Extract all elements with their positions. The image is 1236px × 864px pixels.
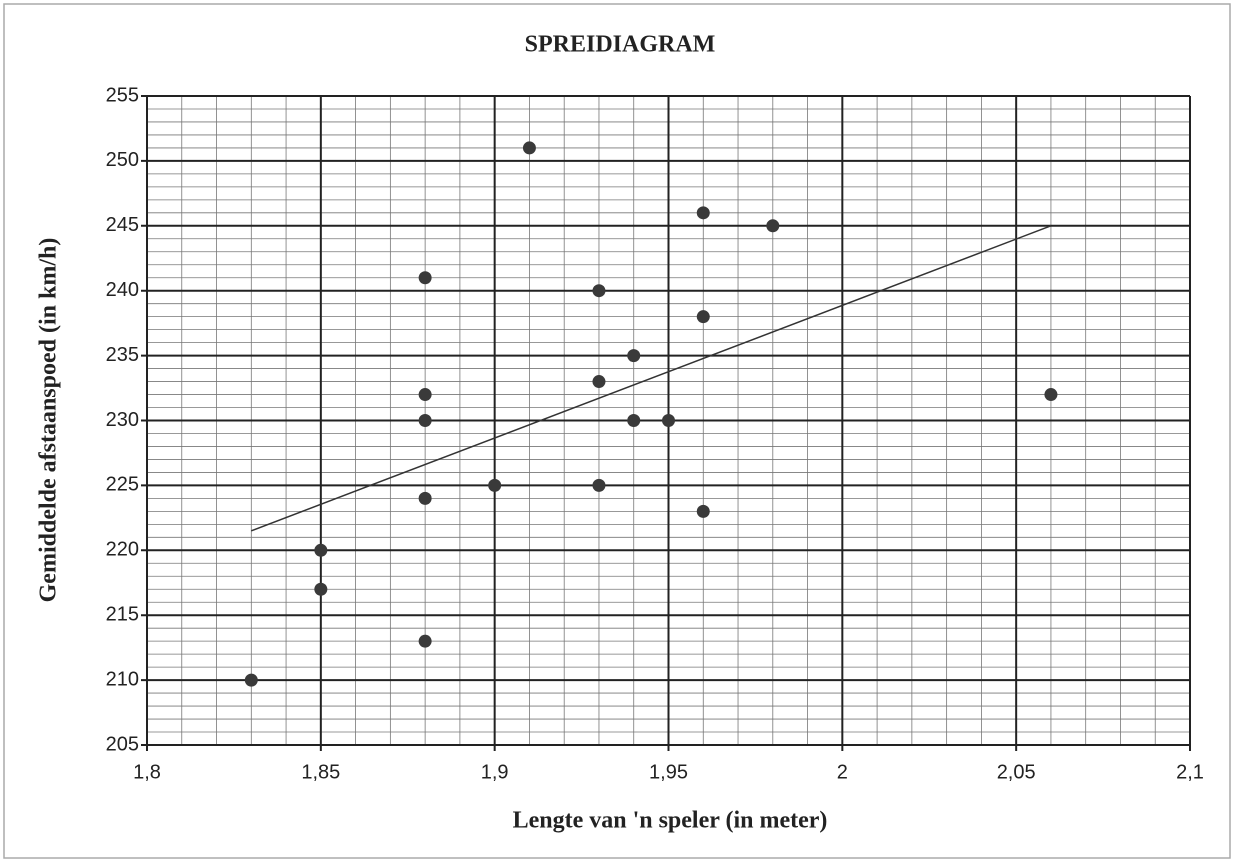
- y-tick-label: 210: [106, 668, 139, 690]
- y-axis-label: Gemiddelde afstaanspoed (in km/h): [36, 238, 62, 603]
- point: [627, 349, 641, 363]
- y-tick-label: 230: [106, 409, 139, 431]
- x-tick-label: 2: [837, 761, 848, 783]
- x-tick-label: 2,1: [1176, 761, 1204, 783]
- point: [522, 141, 536, 155]
- point: [314, 543, 328, 557]
- point: [592, 284, 606, 298]
- y-tick-label: 235: [106, 344, 139, 366]
- y-tick-label: 225: [106, 474, 139, 496]
- y-tick-label: 220: [106, 539, 139, 561]
- trendline: [251, 225, 1052, 532]
- x-tick-label: 1,95: [649, 761, 688, 783]
- point: [314, 582, 328, 596]
- point: [627, 414, 641, 427]
- point: [592, 478, 606, 492]
- point: [662, 414, 675, 427]
- x-tick-label: 2,05: [997, 761, 1036, 783]
- point: [592, 375, 606, 389]
- point: [244, 673, 258, 687]
- point: [418, 634, 432, 648]
- y-tick-label: 240: [106, 279, 139, 301]
- chart-title: SPREIDIAGRAM: [525, 32, 716, 58]
- point: [766, 219, 780, 233]
- point: [696, 310, 710, 324]
- x-tick-label: 1,8: [133, 761, 161, 783]
- y-tick-label: 245: [106, 214, 139, 236]
- point: [418, 271, 432, 285]
- point: [696, 504, 710, 518]
- x-tick-label: 1,85: [301, 761, 340, 783]
- y-tick-label: 205: [106, 733, 139, 755]
- point: [488, 478, 502, 492]
- y-tick-label: 215: [106, 603, 139, 625]
- point: [418, 414, 432, 427]
- x-axis-label: Lengte van 'n speler (in meter): [513, 808, 828, 834]
- x-tick-label: 1,9: [481, 761, 509, 783]
- point: [696, 206, 710, 220]
- point: [418, 388, 432, 402]
- point: [1044, 388, 1058, 402]
- y-tick-label: 255: [106, 84, 139, 106]
- y-tick-label: 250: [106, 149, 139, 171]
- point: [418, 491, 432, 505]
- frame: [3, 3, 1231, 859]
